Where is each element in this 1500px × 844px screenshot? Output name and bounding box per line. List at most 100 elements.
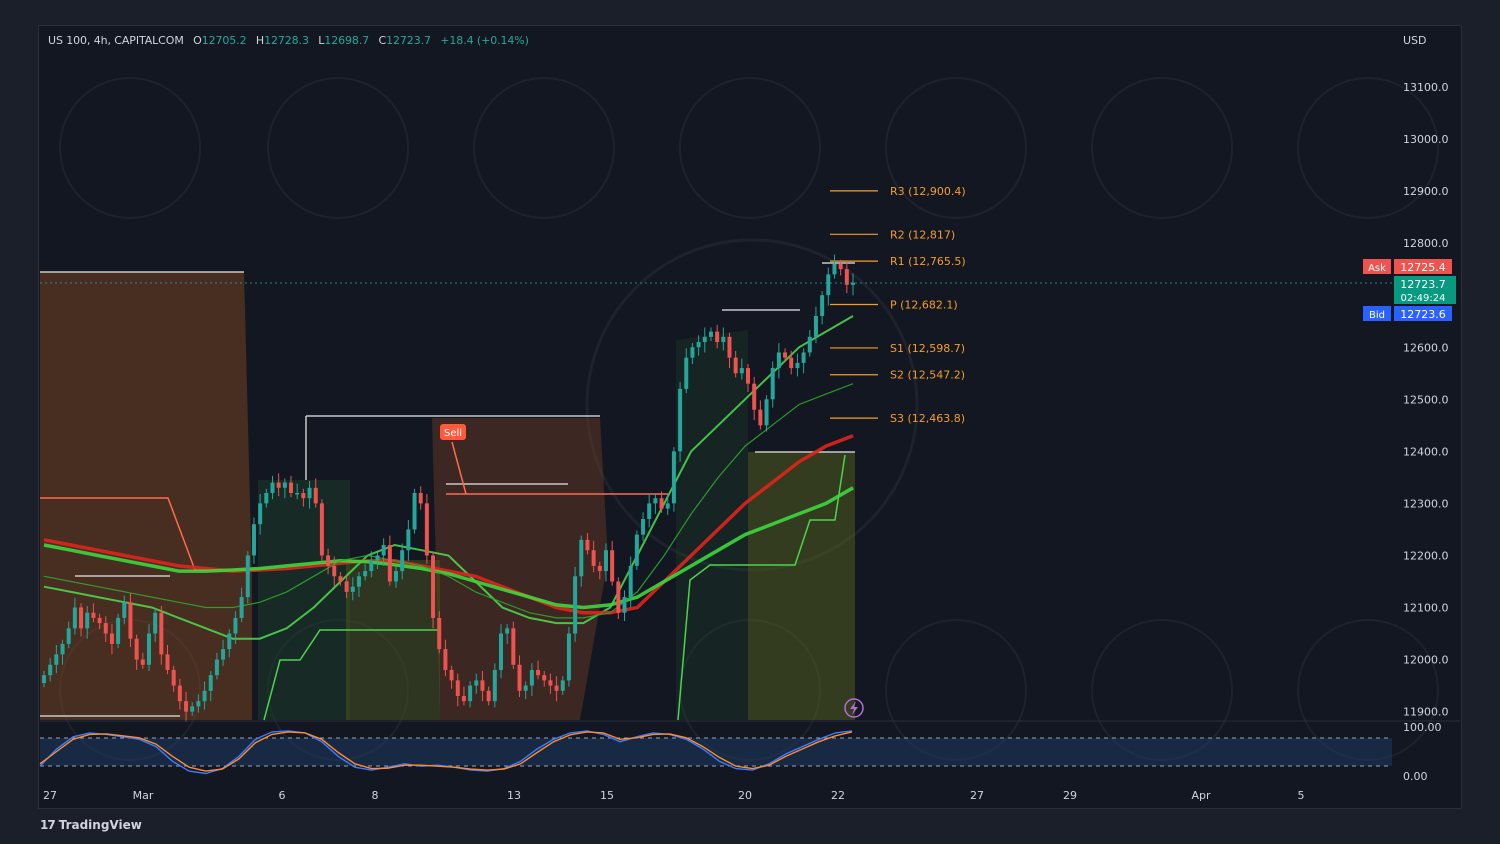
candle-body: [665, 503, 670, 509]
candle-body: [851, 282, 855, 285]
candle-body: [276, 482, 281, 488]
candle-body: [776, 352, 781, 369]
candle-body: [820, 295, 825, 317]
time-tick-label: Apr: [1191, 789, 1211, 802]
candle-body: [560, 680, 565, 691]
candle-body: [109, 633, 114, 644]
time-tick-label: 27: [970, 789, 984, 802]
candle-body: [801, 352, 806, 363]
candle-body: [715, 331, 720, 343]
candle-body: [424, 503, 429, 556]
pivot-label: S1 (12,598.7): [890, 342, 965, 355]
candle-body: [54, 654, 59, 665]
candle-body: [603, 550, 608, 572]
candle-body: [116, 617, 121, 644]
price-tick-label: 13000.0: [1403, 133, 1449, 146]
time-tick-label: Mar: [133, 789, 154, 802]
price-tick-label: 12300.0: [1403, 497, 1449, 510]
candle-body: [214, 659, 219, 676]
candle-body: [783, 352, 788, 358]
candle-body: [653, 498, 658, 504]
pivot-label: S2 (12,547.2): [890, 369, 965, 382]
candle-body: [171, 669, 176, 686]
candle-body: [140, 659, 145, 665]
candle-body: [326, 555, 331, 566]
price-tick-label: 12800.0: [1403, 237, 1449, 250]
price-tick-label: 12900.0: [1403, 185, 1449, 198]
candle-body: [375, 555, 380, 561]
low-value: 12698.7: [324, 34, 370, 47]
stochastic-oscillator: [39, 730, 853, 775]
candle-body: [727, 336, 732, 358]
candle-body: [641, 519, 646, 535]
candle-body: [832, 263, 837, 275]
symbol-title: US 100, 4h, CAPITALCOM: [48, 34, 184, 47]
ask-tag: Ask 12725.4: [1363, 259, 1452, 274]
candle-body: [678, 388, 683, 452]
oscillator-axis: 100.00 0.00: [1403, 721, 1442, 783]
price-tick-label: 12400.0: [1403, 445, 1449, 458]
candle-body: [91, 612, 96, 618]
price-axis[interactable]: 13100.0 13000.0 12900.0 12800.0 12600.0 12500…: [1403, 81, 1449, 719]
ask-price: 12725.4: [1400, 261, 1446, 274]
price-tick-label: 12600.0: [1403, 341, 1449, 354]
price-tick-label: 12000.0: [1403, 654, 1449, 667]
candle-body: [517, 664, 522, 691]
candle-body: [295, 492, 300, 495]
pivot-levels: R3 (12,900.4) R2 (12,817) R1 (12,765.5) P (…: [830, 185, 966, 425]
candle-body: [455, 680, 460, 696]
candle-body: [752, 383, 757, 410]
sell-signal[interactable]: Sell: [440, 424, 467, 495]
oscillator-tick-label: 100.00: [1403, 721, 1442, 734]
candle-body: [338, 576, 343, 582]
candle-body: [301, 492, 306, 499]
candle-body: [585, 539, 590, 551]
candle-body: [770, 368, 775, 400]
candle-body: [486, 690, 491, 702]
low-label: L: [318, 34, 325, 47]
candle-body: [838, 263, 843, 270]
candle-body: [332, 565, 337, 577]
candle-body: [659, 498, 664, 509]
candle-body: [264, 492, 269, 504]
close-label: C: [378, 34, 387, 47]
candle-body: [536, 669, 541, 676]
candle-body: [239, 597, 244, 618]
candle-body: [461, 695, 466, 702]
candle-body: [208, 675, 213, 691]
bar-countdown: 02:49:24: [1401, 293, 1446, 304]
candle-body: [344, 581, 349, 592]
time-axis[interactable]: 27 Mar 6 8 13 15 20 22 27 29 Apr 5: [43, 789, 1305, 802]
candle-body: [134, 638, 139, 660]
time-tick-label: 15: [600, 789, 614, 802]
candle-body: [406, 529, 411, 551]
candle-body: [184, 701, 189, 712]
candle-body: [696, 342, 701, 348]
candle-body: [739, 368, 744, 374]
bid-price: 12723.6: [1400, 308, 1446, 321]
candle-body: [79, 607, 84, 629]
candle-body: [566, 633, 571, 681]
moving-averages: [43, 315, 854, 640]
tradingview-logo[interactable]: 17 TradingView: [40, 818, 142, 832]
candle-body: [579, 539, 584, 577]
candle-body: [591, 550, 596, 566]
time-tick-label: 27: [43, 789, 57, 802]
candle-body: [597, 565, 602, 572]
candle-body: [159, 612, 164, 655]
candle-body: [671, 451, 676, 504]
candle-body: [48, 664, 53, 676]
candle-body: [622, 597, 627, 613]
currency-label: USD: [1403, 34, 1427, 47]
candle-body: [251, 524, 256, 556]
candle-body: [684, 357, 689, 389]
candle-body: [480, 680, 485, 691]
candle-body: [628, 565, 633, 598]
lightning-icon[interactable]: [844, 698, 864, 718]
time-tick-label: 13: [507, 789, 521, 802]
time-tick-label: 20: [738, 789, 752, 802]
candle-body: [289, 482, 294, 493]
candle-body: [227, 633, 232, 650]
candle-body: [165, 654, 170, 670]
